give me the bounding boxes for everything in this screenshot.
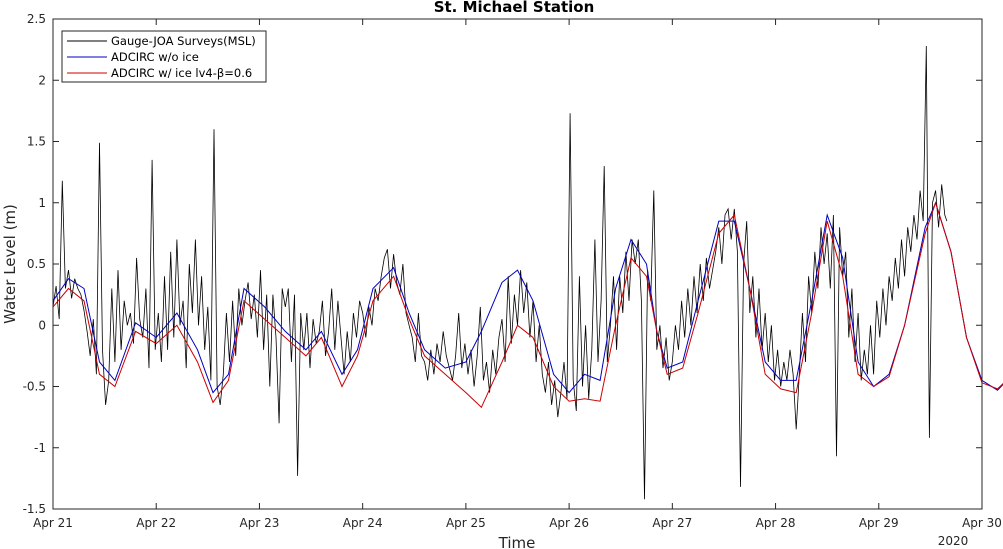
legend-label-1: Gauge-JOA Surveys(MSL) — [111, 34, 256, 48]
y-axis: -1.5 -1 -0.5 0 0.5 1 1.5 2 2.5 — [23, 12, 982, 516]
y-tick-label: 1.5 — [27, 135, 46, 149]
x-tick-label: Apr 25 — [446, 516, 486, 530]
x-tick-label: Apr 29 — [859, 516, 899, 530]
y-tick-label: 0 — [38, 318, 46, 332]
series-line-1 — [52, 45, 948, 500]
x-tick-label: Apr 21 — [33, 516, 73, 530]
y-tick-label: 2.5 — [27, 12, 46, 26]
legend-label-2: ADCIRC w/o ice — [111, 50, 199, 64]
y-axis-label: Water Level (m) — [1, 204, 19, 324]
x-axis: Apr 21 Apr 22 Apr 23 Apr 24 Apr 25 Apr 26 Apr … — [33, 19, 1002, 530]
legend: Gauge-JOA Surveys(MSL) ADCIRC w/o ice ADCI… — [61, 30, 267, 83]
y-tick-label: -1.5 — [23, 502, 46, 516]
y-tick-label: -0.5 — [23, 380, 46, 394]
x-tick-label: Apr 23 — [240, 516, 280, 530]
y-tick-label: -1 — [34, 441, 46, 455]
series-group — [52, 45, 1003, 500]
x-tick-label: Apr 27 — [652, 516, 692, 530]
x-axis-label: Time — [498, 534, 536, 549]
chart-title: St. Michael Station — [434, 0, 595, 16]
x-axis-year-label: 2020 — [938, 534, 969, 548]
x-tick-label: Apr 22 — [136, 516, 176, 530]
y-tick-label: 1 — [38, 196, 46, 210]
y-tick-label: 0.5 — [27, 257, 46, 271]
x-tick-label: Apr 28 — [756, 516, 796, 530]
series-line-2 — [52, 201, 1003, 394]
x-tick-label: Apr 30 — [962, 516, 1002, 530]
legend-label-3: ADCIRC w/ ice lv4-β=0.6 — [111, 66, 252, 80]
y-tick-label: 2 — [38, 73, 46, 87]
x-tick-label: Apr 26 — [549, 516, 589, 530]
series-line-3 — [52, 201, 1003, 409]
plot-area — [53, 19, 982, 509]
x-tick-label: Apr 24 — [343, 516, 383, 530]
